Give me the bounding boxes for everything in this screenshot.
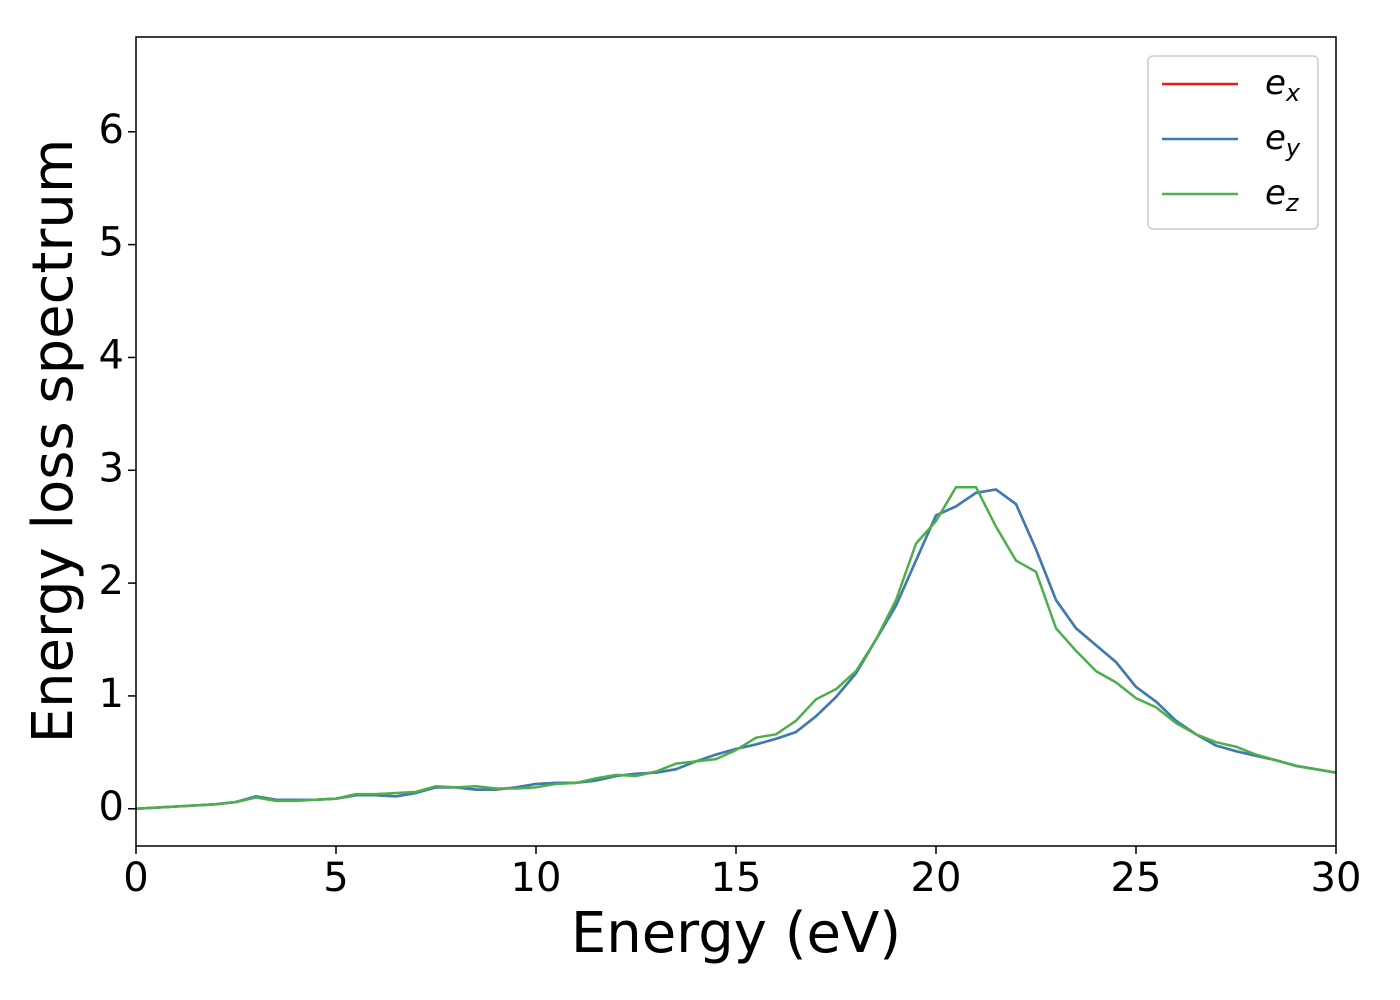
legend-label: ez	[1265, 173, 1300, 218]
y-tick-label: 5	[99, 220, 124, 266]
x-tick-label: 10	[511, 855, 562, 901]
x-tick-label: 15	[711, 855, 762, 901]
x-tick-label: 5	[323, 855, 348, 901]
y-tick-label: 3	[99, 445, 124, 491]
x-axis-label: Energy (eV)	[571, 901, 901, 966]
series-line	[135, 488, 1337, 811]
y-tick-label: 0	[99, 784, 124, 830]
x-tick-label: 25	[1111, 855, 1162, 901]
y-tick-label: 4	[99, 332, 124, 378]
x-tick-label: 20	[911, 855, 962, 901]
y-tick-label: 1	[99, 671, 124, 717]
plot-frame	[135, 36, 1337, 847]
legend-label: ey	[1265, 118, 1301, 163]
legend-label: ex	[1265, 63, 1301, 108]
series-line	[135, 488, 1337, 811]
y-tick-label: 6	[99, 107, 124, 153]
series-line	[135, 485, 1337, 811]
y-axis-label: Energy loss spectrum	[21, 139, 86, 744]
x-tick-label: 30	[1311, 855, 1362, 901]
legend-box	[1147, 55, 1319, 230]
x-tick-label: 0	[123, 855, 148, 901]
legend: ex ey ez	[1147, 55, 1319, 230]
y-tick-label: 2	[99, 558, 124, 604]
